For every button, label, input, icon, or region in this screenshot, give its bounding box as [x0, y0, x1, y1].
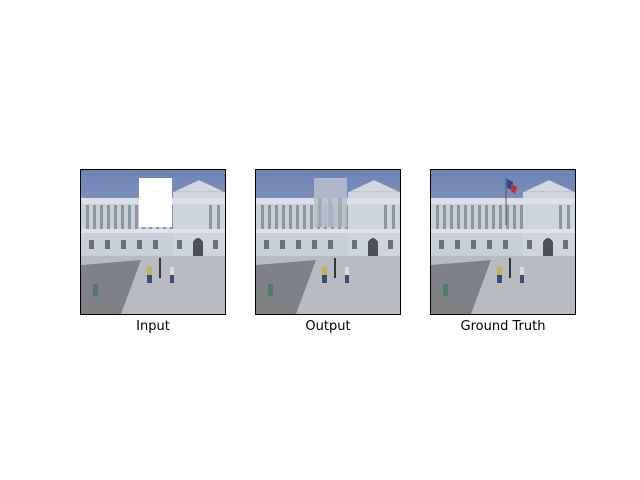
flag	[505, 178, 517, 225]
caption-input: Input	[136, 319, 170, 334]
output-image	[255, 169, 401, 315]
caption-output: Output	[305, 319, 351, 334]
mask-region	[139, 178, 172, 227]
panel-ground-truth	[430, 169, 576, 315]
input-image	[80, 169, 226, 315]
ground-truth-image	[430, 169, 576, 315]
panel-input	[80, 169, 226, 315]
panel-output	[255, 169, 401, 315]
caption-ground-truth: Ground Truth	[460, 319, 546, 334]
